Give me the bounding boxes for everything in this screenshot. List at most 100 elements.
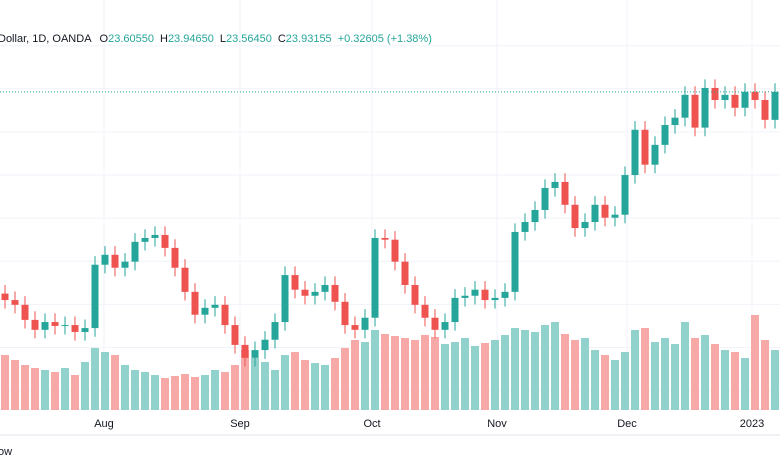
candle-body — [671, 117, 679, 126]
candle-body — [121, 261, 129, 268]
candle-body — [711, 87, 719, 101]
volume-bar — [501, 335, 509, 410]
volume-bar — [301, 360, 309, 410]
volume-bar — [311, 363, 319, 410]
x-tick-label: Nov — [487, 418, 507, 430]
volume-bar — [41, 370, 49, 410]
candle-body — [51, 322, 59, 326]
x-tick-label: Dec — [617, 418, 637, 430]
volume-bar — [491, 340, 499, 410]
volume-bar — [511, 328, 519, 410]
ohlc-value: 23.94650 — [167, 33, 214, 45]
volume-bar — [551, 322, 559, 410]
legend-header: Dollar, 1D, OANDA O23.60550 H23.94650 L23.5… — [0, 33, 438, 45]
candle-body — [701, 87, 709, 128]
volume-bar — [471, 346, 479, 410]
volume-bar — [721, 350, 729, 410]
candle-body — [311, 291, 319, 296]
candle-body — [81, 328, 89, 332]
candle-body — [621, 175, 629, 215]
volume-bar — [691, 338, 699, 410]
volume-bar — [191, 377, 199, 410]
candle-body — [11, 300, 19, 305]
ohlc-key: C — [277, 33, 286, 45]
volume-bar — [161, 378, 169, 410]
candle-body — [301, 289, 309, 296]
volume-bar — [741, 358, 749, 410]
volume-bar — [51, 372, 59, 410]
volume-bar — [651, 342, 659, 410]
footer-text: ow — [0, 446, 12, 458]
ohlc-value: 23.56450 — [225, 33, 272, 45]
volume-bar — [221, 372, 229, 410]
candle-body — [521, 222, 529, 232]
ohlc-key: H — [159, 33, 168, 45]
candle-body — [551, 181, 559, 188]
candle-body — [421, 304, 429, 318]
candle-body — [451, 297, 459, 323]
candle-body — [21, 304, 29, 320]
candle-body — [391, 239, 399, 262]
volume-bar — [461, 338, 469, 410]
volume-bar — [521, 330, 529, 410]
volume-bar — [561, 334, 569, 410]
candle-body — [331, 284, 339, 302]
candle-body — [761, 100, 769, 120]
volume-bar — [271, 370, 279, 410]
volume-bar — [671, 344, 679, 410]
volume-bar — [681, 322, 689, 410]
volume-bar — [181, 374, 189, 410]
candle-body — [771, 91, 779, 120]
candle-body — [71, 325, 79, 332]
candle-body — [381, 237, 389, 240]
volume-bar — [611, 360, 619, 410]
candle-body — [641, 129, 649, 165]
volume-bar — [11, 360, 19, 410]
volume-bar — [451, 342, 459, 410]
candle-body — [261, 339, 269, 351]
candle-body — [1, 293, 9, 301]
volume-bar — [581, 338, 589, 410]
volume-bar — [261, 362, 269, 410]
volume-bar — [101, 352, 109, 410]
candle-body — [411, 284, 419, 305]
change: +0.32605 (+1.38%) — [337, 33, 432, 45]
candle-body — [511, 231, 519, 292]
volume-bar — [421, 335, 429, 410]
volume-bar — [151, 375, 159, 410]
candle-body — [601, 204, 609, 218]
volume-bar — [391, 336, 399, 410]
volume-bar — [341, 348, 349, 410]
candle-body — [401, 261, 409, 285]
candle-body — [631, 129, 639, 176]
candle-body — [181, 267, 189, 292]
candle-body — [581, 222, 589, 229]
candle-body — [201, 307, 209, 315]
x-tick-label: Sep — [230, 418, 250, 430]
candle-body — [571, 204, 579, 229]
candle-body — [31, 319, 39, 330]
candle-body — [111, 254, 119, 268]
candle-body — [161, 234, 169, 248]
volume-bar — [241, 350, 249, 410]
volume-bar — [231, 365, 239, 410]
volume-bar — [281, 355, 289, 410]
volume-bar — [661, 338, 669, 410]
candle-body — [461, 295, 469, 298]
candle-body — [361, 317, 369, 330]
volume-bar — [711, 344, 719, 410]
candle-body — [91, 264, 99, 329]
volume-bar — [91, 348, 99, 410]
ohlc-key: O — [99, 33, 109, 45]
volume-bar — [141, 372, 149, 410]
candle-body — [241, 344, 249, 358]
volume-bar — [71, 375, 79, 410]
volume-bar — [631, 330, 639, 410]
volume-bar — [381, 334, 389, 410]
volume-bar — [31, 368, 39, 410]
candle-body — [471, 289, 479, 296]
x-tick-label: Aug — [94, 418, 114, 430]
candle-body — [721, 94, 729, 101]
